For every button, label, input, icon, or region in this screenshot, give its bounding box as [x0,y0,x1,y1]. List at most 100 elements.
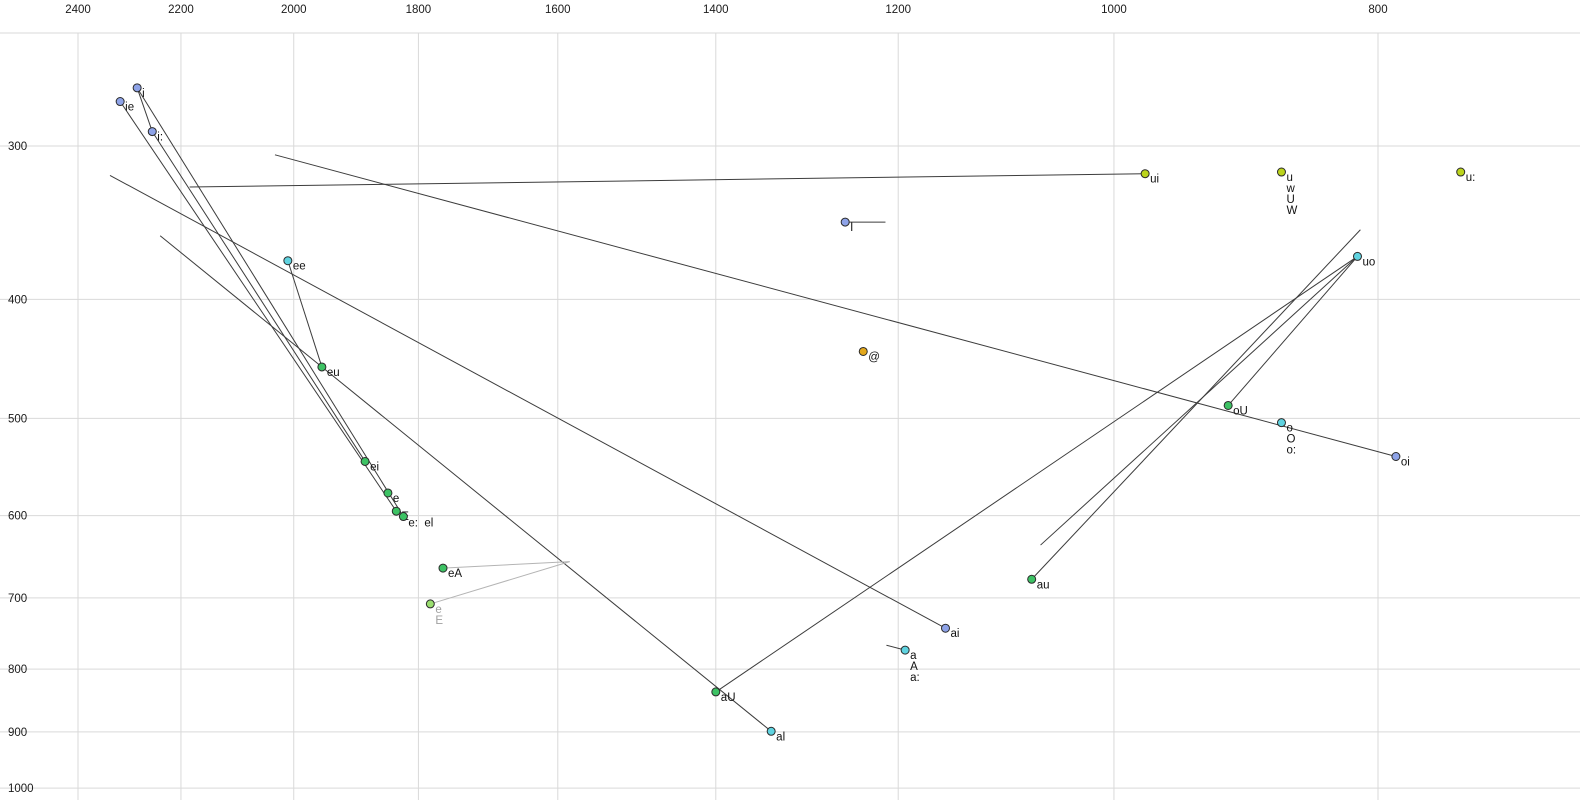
point-marker [766,726,776,736]
trajectory-line [189,173,1146,188]
data-point-oi: oi [1391,452,1410,469]
point-label: e [435,604,441,616]
point-marker [1140,169,1150,179]
y-tick-label: 400 [8,294,27,306]
point-marker [1391,452,1401,462]
data-point-eA: eA [438,563,462,580]
point-marker [317,362,327,372]
point-marker [1352,251,1362,261]
trajectory-line [1227,256,1358,406]
point-marker [438,563,448,573]
point-label: au [1037,579,1050,591]
x-tick-label: 2400 [65,4,91,16]
data-point-ui: ui [1140,169,1159,186]
point-marker [425,599,435,609]
point-marker [711,687,721,697]
point-marker [900,645,910,655]
point-label: u: [1466,172,1476,184]
data-points: ieii:IuiuwUWu:ee@euoUoOo:uooieieEe:eleAe… [115,83,1476,743]
data-point-a: aAa: [900,645,920,684]
trajectory-lines [109,87,1397,732]
point-marker [115,97,125,107]
y-tick-label: 500 [8,413,27,425]
trajectory-line [430,561,570,605]
y-tick-label: 700 [8,593,27,605]
trajectory-line [109,174,946,629]
x-tick-label: 1400 [703,4,729,16]
data-point-i-long: i: [147,127,163,144]
data-point-e-long: e: el [398,512,433,530]
data-point-i: i [132,83,145,100]
y-tick-label: 300 [8,141,27,153]
point-label: el [424,518,433,530]
data-point-I: I [840,217,853,234]
point-marker [840,217,850,227]
point-label: a [910,650,917,662]
point-label: i [142,88,145,100]
data-point-aU: aU [711,687,736,704]
x-tick-label: 800 [1368,4,1387,16]
y-tick-label: 600 [8,511,27,523]
x-tick-label: 1600 [545,4,571,16]
trajectory-line [715,255,1358,693]
x-tick-label: 2000 [281,4,307,16]
data-point-e: e [383,488,399,505]
point-marker [1456,167,1466,177]
point-label: ee [293,261,306,273]
data-point-u-long: u: [1456,167,1476,184]
point-marker [1276,167,1286,177]
point-label: U [1286,194,1294,206]
x-tick-label: 2200 [168,4,194,16]
point-marker [132,83,142,93]
point-label: eu [327,367,340,379]
point-label: I [850,222,853,234]
point-label: @ [868,351,880,363]
point-label: eA [448,568,462,580]
data-point-oU: oU [1223,400,1248,417]
trajectory-line [136,87,153,132]
point-label: o [1286,423,1292,435]
point-label: ai [950,628,959,640]
data-point-au: au [1027,574,1050,591]
point-label: ei [370,461,379,473]
point-label: O [1286,434,1295,446]
point-label: E [435,615,443,627]
y-tick-label: 800 [8,664,27,676]
point-label: u [1286,172,1292,184]
point-marker [283,256,293,266]
point-label: aU [721,692,736,704]
point-marker [1223,400,1233,410]
trajectory-line [274,154,1397,457]
trajectory-line [442,561,570,569]
point-marker [940,623,950,633]
trajectory-line [136,87,404,517]
point-label: ie [125,102,134,114]
point-label: a: [910,672,920,684]
y-tick-label: 900 [8,727,27,739]
point-label: A [910,661,918,673]
point-marker [1027,574,1037,584]
x-tick-label: 1200 [885,4,911,16]
point-label: i: [157,132,163,144]
point-marker [147,127,157,137]
data-point-ie: ie [115,97,134,114]
data-point-e-gray: eE [425,599,443,627]
point-marker [391,506,401,516]
point-marker [383,488,393,498]
point-label: e [393,493,399,505]
point-marker [360,456,370,466]
point-label: W [1286,205,1297,217]
data-point-schwa: @ [858,346,880,363]
point-marker [398,512,408,522]
point-label: o: [1286,445,1296,457]
point-label: oU [1233,405,1248,417]
x-tick-label: 1000 [1101,4,1127,16]
data-point-ei: ei [360,456,379,473]
trajectory-line [159,235,772,732]
data-point-ai: ai [940,623,959,640]
trajectory-line [1040,256,1358,546]
grid-lines [0,32,1580,800]
